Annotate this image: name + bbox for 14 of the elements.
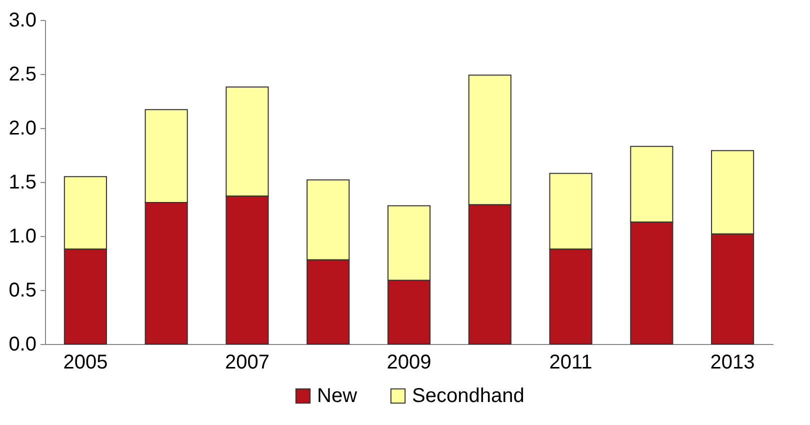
y-tick-label: 2.5	[8, 64, 36, 86]
y-tick-label: 0.0	[8, 334, 36, 356]
y-tick-label: 1.0	[8, 226, 36, 248]
x-tick-label: 2013	[710, 352, 755, 374]
y-tick-label: 1.5	[8, 172, 36, 194]
y-tick-label: 3.0	[8, 10, 36, 32]
legend-label: Secondhand	[412, 385, 524, 407]
x-tick-label: 2009	[386, 352, 432, 374]
y-tick-label: 2.0	[8, 118, 36, 140]
legend-label: New	[317, 385, 358, 407]
x-tick-label: 2007	[224, 352, 270, 374]
x-tick-label: 2005	[63, 352, 108, 374]
x-tick-label: 2011	[549, 352, 592, 374]
y-tick-label: 0.5	[8, 280, 36, 302]
